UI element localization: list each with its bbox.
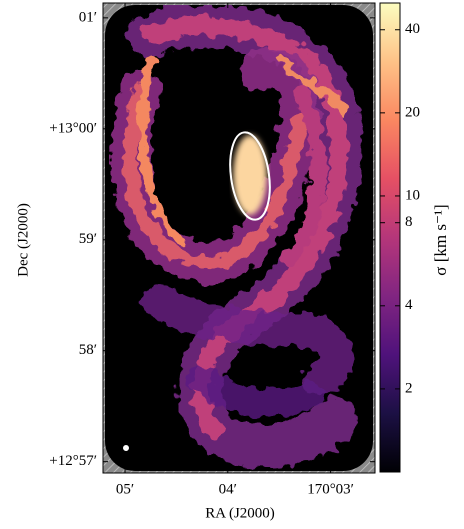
- y-tick-label: 01′: [79, 9, 97, 25]
- y-tick-label: +12°57′: [49, 453, 97, 469]
- x-tick-label: 170°03′: [307, 481, 354, 497]
- galaxy-map: [110, 5, 361, 468]
- nucleus: [233, 135, 267, 215]
- colorbar-tick-label: 2: [405, 380, 413, 396]
- x-tick-label: 04′: [219, 481, 237, 497]
- colorbar: [379, 2, 401, 473]
- colorbar-tick-label: 4: [405, 297, 413, 313]
- colorbar-tick-label: 20: [405, 104, 420, 120]
- y-tick-label: +13°00′: [49, 120, 97, 136]
- colorbar-tick-label: 8: [405, 214, 413, 230]
- y-tick-label: 58′: [79, 342, 97, 358]
- y-axis-label: Dec (J2000): [15, 203, 31, 277]
- y-tick-label: 59′: [79, 231, 97, 247]
- colorbar-tick-label: 40: [405, 21, 420, 37]
- aperture-ellipse: [229, 131, 271, 221]
- x-axis-label: RA (J2000): [205, 505, 275, 521]
- x-tick-label: 05′: [116, 481, 134, 497]
- colorbar-label: σ [km s⁻¹]: [431, 204, 450, 275]
- colorbar-tick-label: 10: [405, 187, 420, 203]
- beam: [123, 445, 129, 451]
